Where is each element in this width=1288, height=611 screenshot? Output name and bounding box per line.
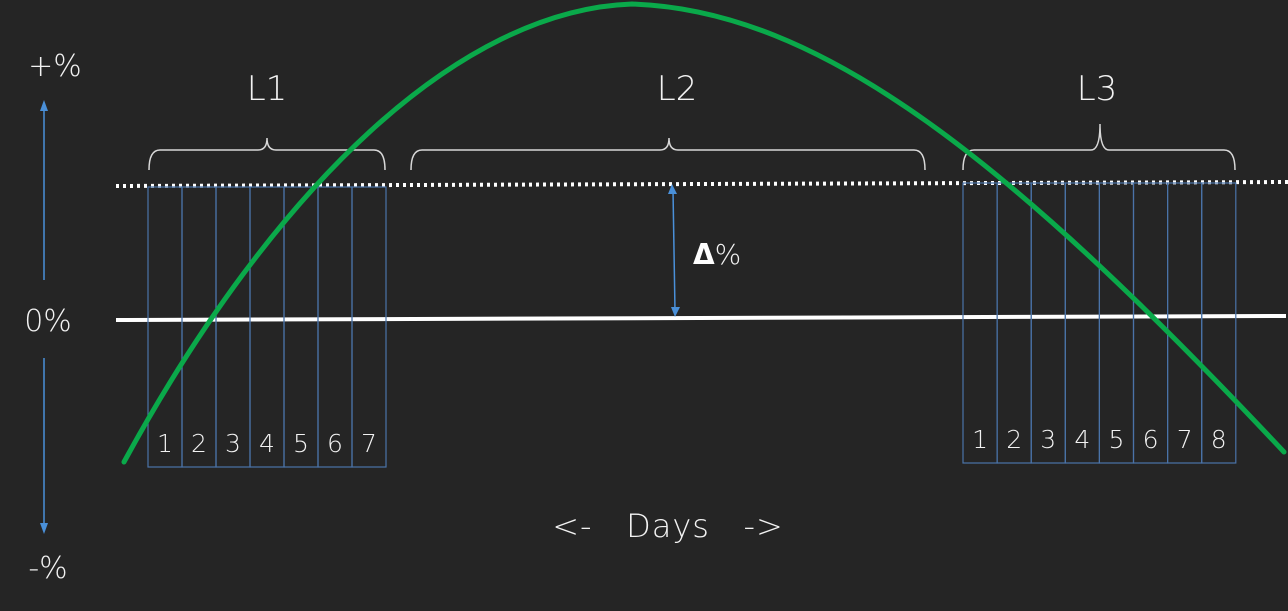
- zero-baseline: [115, 314, 1287, 322]
- day-box: [317, 186, 353, 468]
- day-number: 5: [1108, 425, 1124, 454]
- day-box: [147, 186, 183, 468]
- day-box: [351, 186, 387, 468]
- day-box: [1030, 182, 1066, 464]
- day-number: 6: [327, 429, 343, 458]
- down-arrow-icon: [40, 523, 48, 534]
- delta-arrow-shaft: [672, 189, 676, 312]
- day-box: [1132, 182, 1169, 464]
- day-number: 4: [1074, 425, 1090, 454]
- trend-curve: [121, 1, 1287, 465]
- day-number: 4: [259, 429, 275, 458]
- day-box: [962, 182, 998, 464]
- axis-label-zero: 0%: [24, 304, 72, 339]
- delta-arrow: [668, 184, 680, 317]
- delta-percent: %: [715, 238, 742, 271]
- brace-l3: [962, 123, 1236, 171]
- delta-label: Δ%: [693, 238, 741, 271]
- day-number: 5: [293, 429, 309, 458]
- group-label-l3: L3: [1077, 69, 1118, 109]
- day-number: 2: [1006, 425, 1022, 454]
- vertical-axis: +% 0% -%: [24, 49, 82, 586]
- brace-l1: [148, 137, 386, 171]
- group-label-l1: L1: [247, 69, 288, 109]
- day-number: 7: [361, 429, 377, 458]
- brace-l2: [410, 137, 926, 171]
- day-number: 1: [157, 429, 173, 458]
- day-box: [181, 186, 217, 468]
- day-number: 3: [225, 429, 241, 458]
- day-box: [1064, 182, 1101, 464]
- axis-label-positive: +%: [28, 49, 82, 84]
- x-axis-label: <- Days ->: [552, 507, 784, 545]
- delta-arrow-down-icon: [671, 307, 680, 317]
- day-box: [215, 186, 251, 468]
- day-number: 2: [191, 429, 207, 458]
- day-number: 8: [1211, 425, 1227, 454]
- day-box: [1166, 182, 1203, 464]
- axis-label-negative: -%: [28, 551, 67, 586]
- up-arrow-icon: [40, 100, 48, 111]
- delta-symbol: Δ: [693, 238, 715, 271]
- day-box: [283, 186, 319, 468]
- day-number: 6: [1143, 425, 1159, 454]
- group-label-l2: L2: [657, 69, 698, 109]
- group-braces: [148, 123, 1236, 171]
- day-box: [1201, 182, 1237, 464]
- day-number: 1: [972, 425, 988, 454]
- day-number: 3: [1040, 425, 1056, 454]
- day-box: [1098, 182, 1135, 464]
- day-number: 7: [1177, 425, 1193, 454]
- day-box: [996, 182, 1032, 464]
- delta-arrow-up-icon: [668, 184, 677, 194]
